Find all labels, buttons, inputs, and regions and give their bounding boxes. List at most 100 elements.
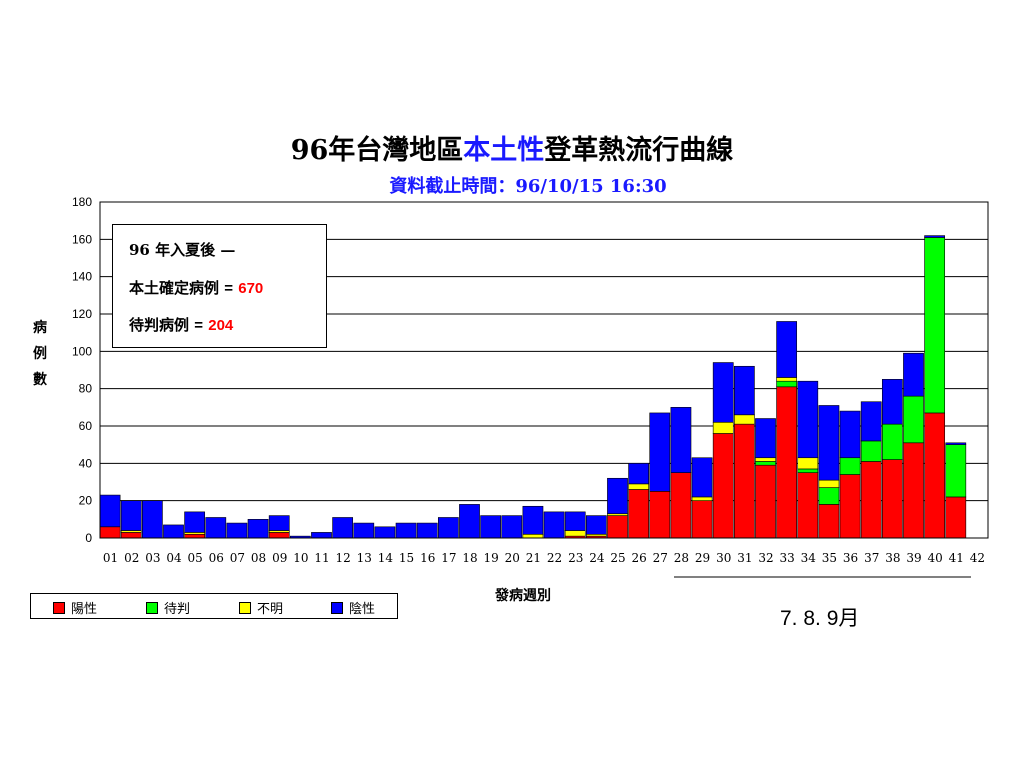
x-tick-label: 19 — [483, 551, 498, 565]
bar-segment — [797, 380, 819, 459]
bar-segment — [881, 423, 903, 460]
bar-segment — [755, 464, 776, 539]
x-tick-label: 10 — [293, 551, 308, 565]
chart-legend: 陽性 待判 不明 陰性 — [30, 593, 398, 619]
y-tick-label: 0 — [85, 531, 92, 545]
y-tick-label: 40 — [79, 456, 93, 470]
summary-line-pending: 待判病例 = 204 — [129, 316, 234, 334]
bar-segment — [818, 504, 840, 539]
bar-segment — [691, 500, 713, 539]
bar-segment — [459, 504, 480, 539]
bar-segment — [818, 487, 840, 505]
x-tick-label: 33 — [779, 551, 794, 565]
bar-segment — [818, 405, 840, 481]
x-tick-label: 31 — [737, 551, 752, 565]
chart-subtitle: 資料截止時間：96/10/15 16:30 — [389, 176, 667, 197]
bar-segment — [733, 365, 755, 416]
bar-segment — [374, 526, 396, 539]
chart-title: 96年台灣地區本土性登革熱流行曲線 — [290, 135, 734, 166]
y-tick-label: 160 — [72, 232, 92, 246]
x-tick-label: 32 — [758, 551, 773, 565]
y-tick-label: 20 — [79, 494, 93, 508]
bar-segment — [585, 515, 607, 535]
bar-segment — [945, 442, 967, 445]
bar-segment — [903, 395, 924, 444]
x-tick-label: 01 — [103, 551, 118, 565]
confirmed-count: 670 — [238, 280, 264, 297]
bar-segment — [628, 489, 650, 539]
bar-segment — [733, 423, 755, 539]
bar-segment — [437, 517, 459, 539]
bar-segment — [353, 522, 375, 539]
legend-item-negative: 陰性 — [331, 598, 375, 617]
bar-segment — [120, 500, 142, 531]
bar-segment — [628, 483, 650, 490]
x-tick-label: 28 — [674, 551, 689, 565]
bar-segment — [776, 377, 798, 382]
x-tick-label: 40 — [927, 551, 942, 565]
bar-segment — [797, 472, 819, 539]
x-tick-label: 20 — [505, 551, 520, 565]
bar-segment — [649, 412, 671, 492]
x-tick-label: 26 — [631, 551, 646, 565]
x-tick-label: 25 — [610, 551, 625, 565]
x-tick-label: 29 — [695, 551, 710, 565]
x-tick-label: 09 — [272, 551, 287, 565]
y-tick-label: 120 — [72, 307, 92, 321]
x-tick-label: 21 — [526, 551, 541, 565]
x-tick-label: 24 — [589, 551, 605, 565]
bar-segment — [797, 457, 819, 470]
bar-segment — [755, 461, 776, 466]
bar-segment — [797, 468, 819, 473]
bar-segment — [776, 380, 798, 388]
bar-segment — [924, 235, 946, 238]
period-annotation: 7. 8. 9月 — [780, 607, 860, 630]
bar-segment — [226, 522, 248, 539]
pending-count: 204 — [208, 317, 234, 334]
bar-segment — [712, 362, 734, 423]
bar-segment — [839, 410, 861, 459]
x-axis-label: 發病週別 — [495, 588, 551, 604]
x-tick-label: 42 — [970, 551, 985, 565]
bar-segment — [839, 457, 861, 475]
x-tick-label: 03 — [145, 551, 160, 565]
y-tick-label: 80 — [79, 382, 93, 396]
bar-segment — [860, 401, 882, 442]
y-tick-label: 100 — [72, 344, 92, 358]
x-tick-label: 15 — [399, 551, 414, 565]
x-tick-label: 27 — [653, 551, 668, 565]
bar-segment — [247, 519, 269, 539]
bar-segment — [670, 472, 692, 539]
x-tick-label: 13 — [357, 551, 372, 565]
bar-segment — [99, 494, 121, 528]
x-tick-label: 18 — [462, 551, 477, 565]
bar-segment — [649, 491, 671, 539]
bar-segment — [395, 522, 417, 539]
x-tick-label: 06 — [209, 551, 224, 565]
bar-segment — [332, 517, 354, 539]
y-axis-label: 病例數 — [33, 320, 47, 388]
bar-segment — [818, 479, 840, 488]
x-tick-label: 22 — [547, 551, 562, 565]
bar-segment — [712, 433, 734, 539]
x-tick-label: 38 — [885, 551, 900, 565]
x-tick-label: 34 — [801, 551, 817, 565]
bar-segment — [712, 421, 734, 434]
bar-segment — [543, 511, 565, 539]
bar-segment — [416, 522, 438, 539]
bar-segment — [120, 532, 142, 539]
x-tick-label: 36 — [843, 551, 858, 565]
bar-segment — [522, 533, 544, 539]
bar-segment — [945, 496, 967, 539]
x-tick-label: 39 — [906, 551, 921, 565]
bar-segment — [268, 515, 290, 531]
x-tick-label: 04 — [166, 551, 182, 565]
bar-segment — [691, 496, 713, 501]
x-tick-label: 08 — [251, 551, 266, 565]
x-tick-label: 41 — [949, 551, 964, 565]
bar-segment — [881, 379, 903, 425]
bar-segment — [564, 511, 586, 531]
x-tick-label: 02 — [124, 551, 139, 565]
summary-line-period: 96 年入夏後 — — [129, 241, 236, 259]
